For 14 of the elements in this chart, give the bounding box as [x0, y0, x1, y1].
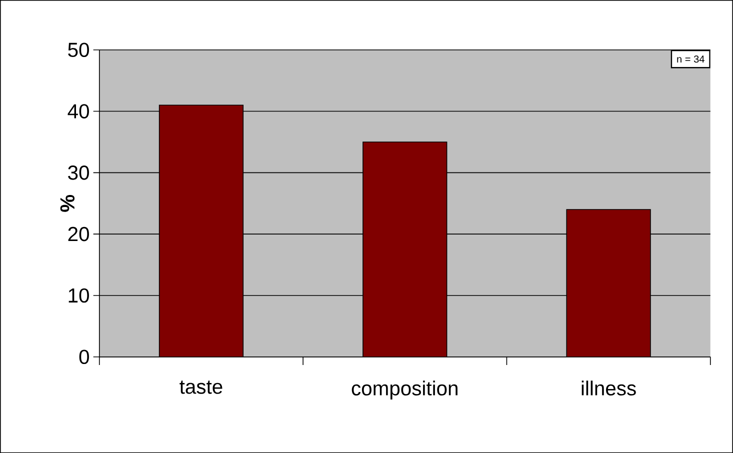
- x-tick-label: illness: [582, 380, 636, 396]
- bar: [566, 209, 651, 357]
- bar: [158, 104, 244, 357]
- y-tick-label: 10: [68, 288, 89, 303]
- y-axis-title: %: [60, 194, 75, 212]
- y-tick-label: 50: [68, 42, 89, 57]
- x-tick-label: taste: [180, 380, 222, 394]
- y-tick-label: 40: [68, 104, 89, 118]
- annotation: n = 34: [677, 55, 704, 63]
- bar: [362, 141, 448, 357]
- y-tick-label: 0: [79, 350, 89, 364]
- x-tick-label: composition: [352, 380, 458, 400]
- y-tick-label: 20: [68, 226, 89, 242]
- y-tick-label: 30: [68, 165, 89, 180]
